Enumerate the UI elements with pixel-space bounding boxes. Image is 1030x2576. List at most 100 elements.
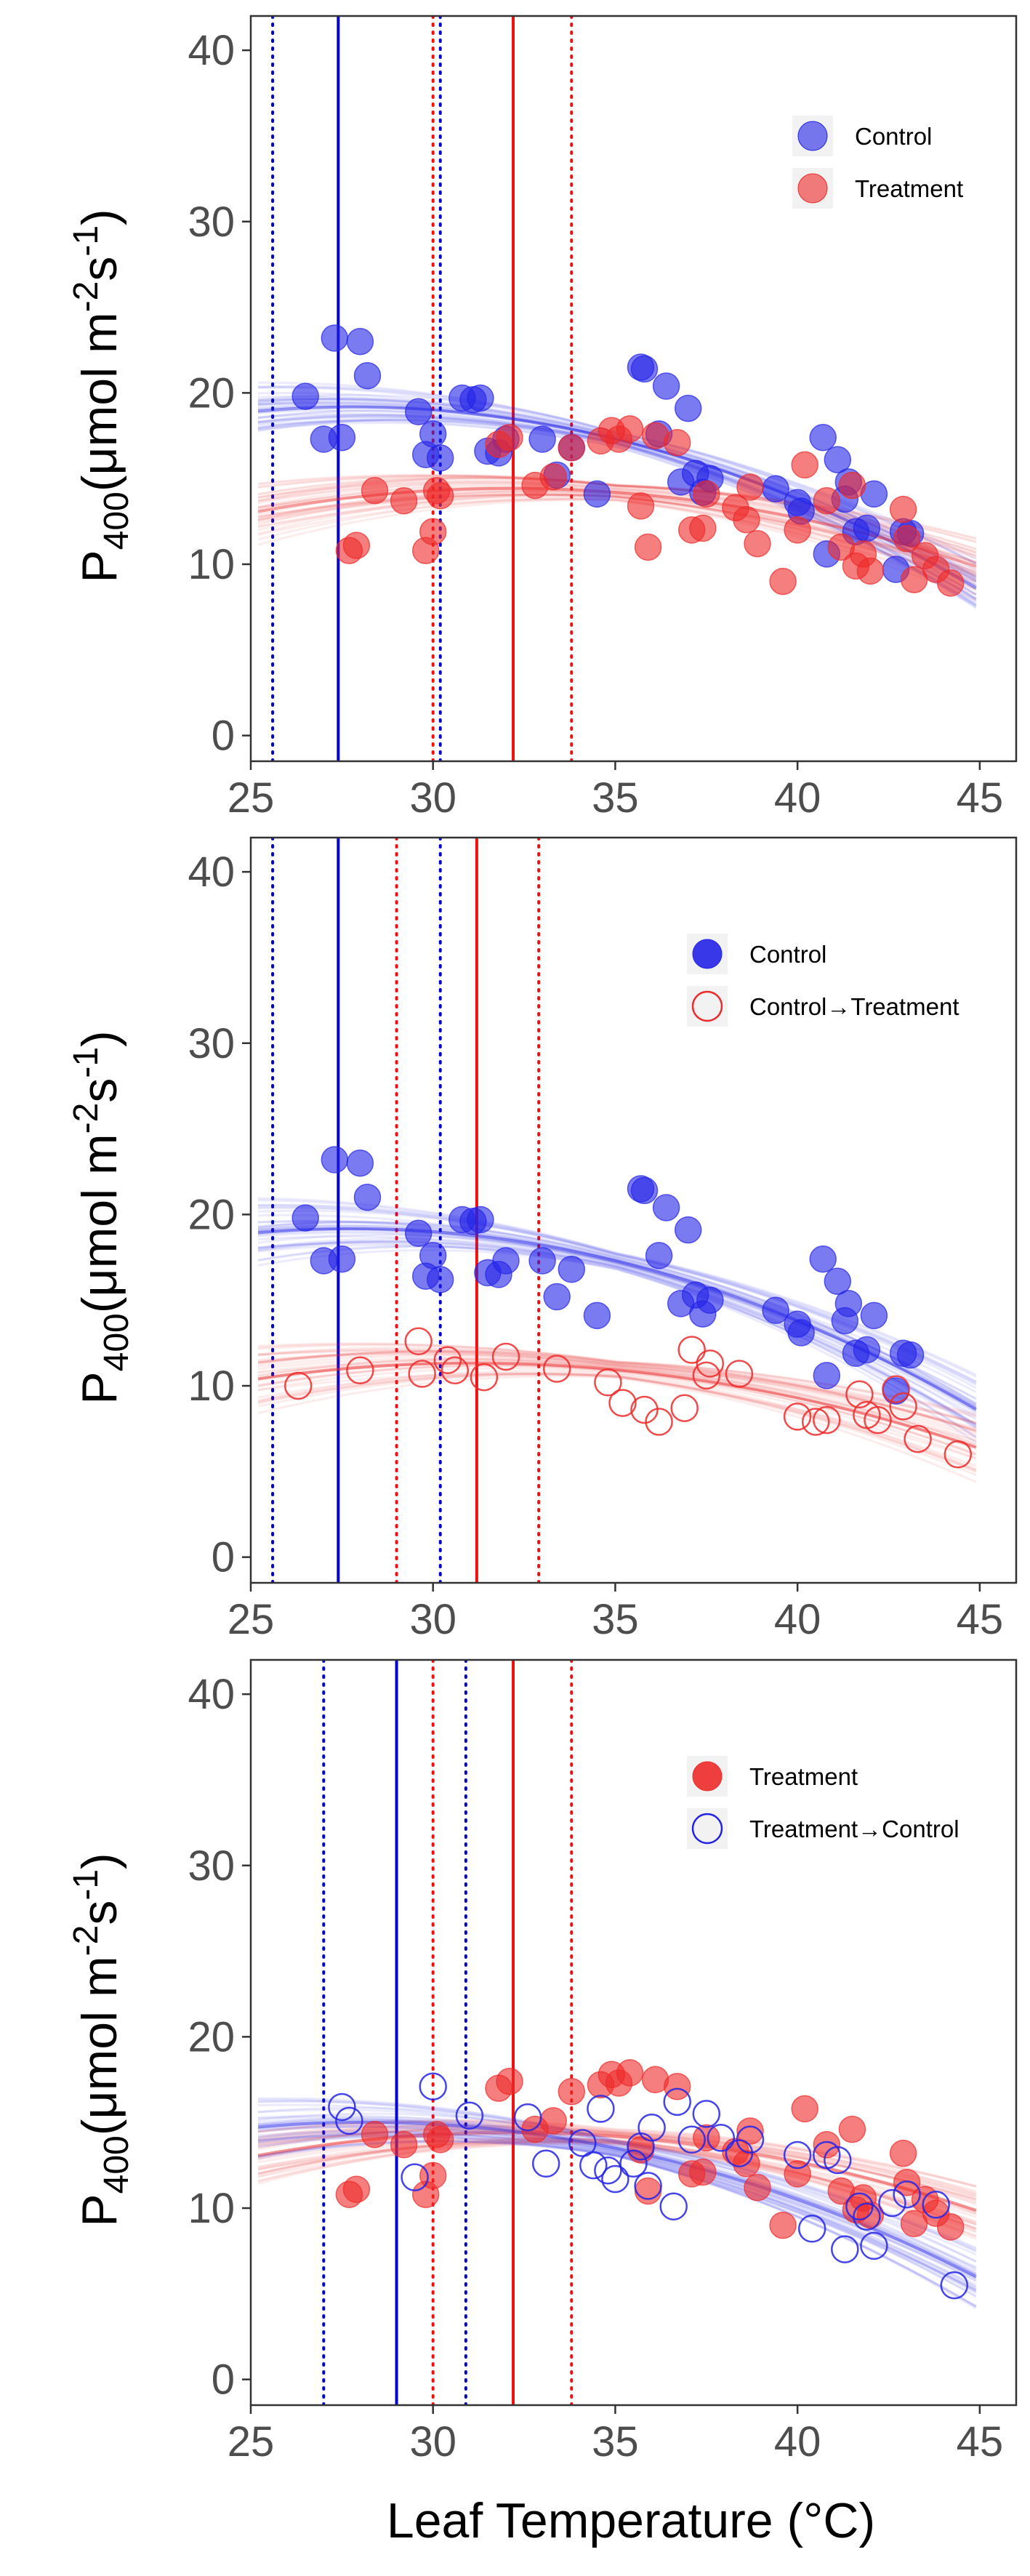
data-point <box>291 382 319 410</box>
data-point <box>769 567 797 595</box>
data-point <box>426 444 454 472</box>
fit-replicate <box>257 1362 977 1443</box>
fit-replicate <box>257 1373 977 1477</box>
data-point <box>878 2188 906 2218</box>
y-tick-label: 10 <box>188 2185 235 2232</box>
legend-key-symbol <box>692 939 723 969</box>
data-point <box>813 487 841 515</box>
data-point <box>433 1346 462 1374</box>
data-point <box>419 518 447 546</box>
data-point <box>558 434 586 462</box>
data-point <box>346 327 374 356</box>
fit-replicate <box>257 1355 977 1436</box>
fit-replicate <box>257 1350 977 1432</box>
data-point <box>692 2100 721 2128</box>
y-axis-title-part: (μmol m <box>72 312 127 491</box>
panel-2: 0 10 20 30 40 25 30 35 40 45 P400(μmol m-2s-1) Cont… <box>67 836 1018 1643</box>
data-point <box>864 1405 892 1435</box>
fit-replicate <box>257 1364 977 1455</box>
data-point <box>736 473 764 501</box>
y-tick-label: 20 <box>188 2013 235 2061</box>
data-point <box>824 1267 852 1296</box>
fit-replicate <box>257 1342 977 1416</box>
data-point <box>455 2101 484 2130</box>
y-axis-title-part: -1 <box>67 1047 105 1078</box>
data-point <box>542 1355 571 1383</box>
fit-replicate <box>257 1373 977 1472</box>
data-point <box>513 2103 542 2132</box>
fit-replicate <box>257 1205 977 1385</box>
data-point <box>492 1247 520 1275</box>
panel-3: 0 10 20 30 40 25 30 35 40 45 P400(μmol m-2s-1) Trea… <box>67 1658 1018 2465</box>
y-axis-title-part: 400 <box>97 2135 136 2194</box>
data-point <box>663 2087 691 2116</box>
data-point <box>361 2120 389 2148</box>
x-tick-label: 40 <box>774 774 821 822</box>
fit-replicate <box>257 1213 977 1393</box>
fit-replicate <box>257 1362 977 1449</box>
fit-replicate <box>257 1362 977 1450</box>
data-point <box>784 516 811 544</box>
y-axis-title-part: ) <box>72 1030 127 1047</box>
data-point <box>809 1245 837 1273</box>
data-point <box>321 1146 349 1173</box>
fit-replicate <box>257 1349 977 1432</box>
legend-key-symbol <box>797 173 828 204</box>
y-axis-title-part: -2 <box>67 1925 105 1957</box>
fit-mean-curve <box>257 1361 977 1449</box>
data-point <box>353 1184 382 1211</box>
data-point <box>860 2231 888 2260</box>
fit-replicate <box>257 474 977 540</box>
data-point <box>583 480 611 508</box>
data-point <box>824 446 852 474</box>
data-point <box>856 557 885 585</box>
data-point <box>845 1380 874 1409</box>
fit-replicate <box>257 1351 977 1432</box>
data-point <box>637 2114 666 2142</box>
x-tick-label: 30 <box>409 1596 456 1643</box>
y-tick-label: 0 <box>212 2356 235 2404</box>
data-point <box>321 324 349 352</box>
fit-replicate <box>257 1372 977 1473</box>
data-point <box>813 1405 841 1435</box>
data-point <box>693 480 720 508</box>
x-tick-label: 40 <box>774 2418 821 2465</box>
fit-replicate <box>257 1363 977 1456</box>
data-point <box>677 2125 706 2154</box>
data-point <box>491 1342 520 1371</box>
data-point <box>426 2126 454 2154</box>
legend-item-control: Control <box>687 934 826 974</box>
data-point <box>528 425 556 453</box>
data-point <box>652 1194 680 1221</box>
x-tick-label: 30 <box>409 774 456 822</box>
data-point <box>824 2146 852 2175</box>
y-tick-label: 10 <box>188 1363 235 1410</box>
data-point <box>419 2162 447 2190</box>
data-point <box>797 2215 826 2243</box>
points-treatment <box>335 415 965 597</box>
data-point <box>736 2125 765 2154</box>
y-axis-title: P400(μmol m-2s-1) <box>67 1030 136 1404</box>
data-point <box>670 1394 699 1422</box>
data-point <box>346 1149 374 1177</box>
panel-border <box>249 15 1018 763</box>
x-tick-label: 45 <box>957 2418 1004 2465</box>
x-tick-label: 25 <box>228 2418 275 2465</box>
data-point <box>594 2156 622 2185</box>
fit-replicate <box>257 1373 977 1471</box>
y-axis-title-part: 400 <box>97 1313 136 1371</box>
legend-label: Treatment <box>749 1763 858 1790</box>
data-point <box>419 1242 447 1269</box>
data-point <box>936 569 965 597</box>
x-axis-title: Leaf Temperature (°C) <box>387 2493 875 2548</box>
data-point <box>583 1301 611 1330</box>
data-point <box>291 1204 319 1232</box>
y-axis-title-part: (μmol m <box>72 1133 127 1313</box>
data-point <box>652 372 680 400</box>
y-tick-label: 30 <box>188 198 235 246</box>
legend-label: Control <box>749 941 826 968</box>
data-point <box>725 1360 754 1388</box>
data-point <box>283 1371 313 1400</box>
